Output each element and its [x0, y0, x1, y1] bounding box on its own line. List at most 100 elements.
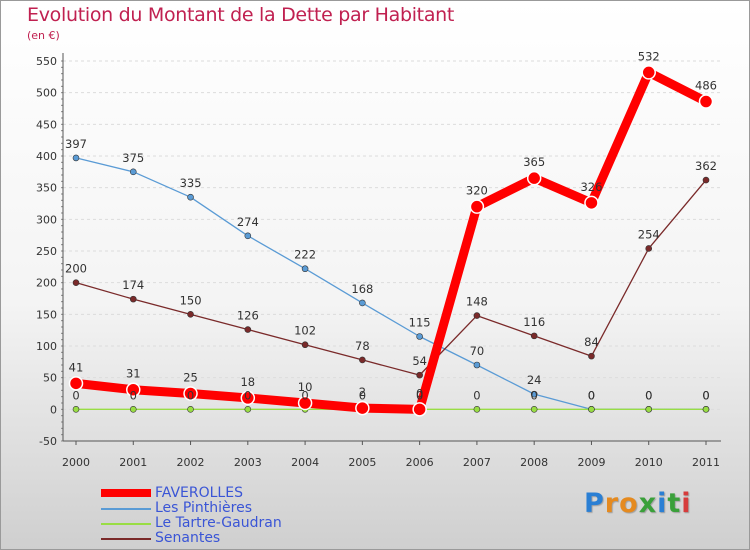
data-label-les-pinthieres: 335: [180, 176, 202, 190]
data-label-les-pinthieres: 375: [122, 151, 144, 165]
data-point-les-pinthieres: [72, 154, 80, 162]
legend-swatch-le-tartre-gaudran: [101, 523, 151, 525]
data-label-senantes: 84: [584, 335, 599, 349]
data-point-faverolles: [68, 376, 84, 391]
proxiti-logo: Proxiti: [584, 488, 692, 519]
data-point-le-tartre-gaudran: [72, 406, 80, 413]
data-label-le-tartre-gaudran: 0: [473, 388, 480, 402]
logo-letter: i: [681, 488, 692, 519]
data-label-les-pinthieres: 24: [527, 373, 542, 387]
data-point-le-tartre-gaudran: [530, 406, 538, 413]
legend-item-senantes: Senantes: [101, 531, 321, 546]
data-point-senantes: [530, 332, 538, 340]
series-line-senantes: [75, 179, 707, 376]
data-point-faverolles: [584, 195, 599, 211]
data-point-senantes: [702, 176, 710, 184]
y-tick-label: 200: [36, 277, 57, 290]
y-tick-label: 100: [36, 340, 57, 353]
data-label-le-tartre-gaudran: 0: [301, 388, 308, 402]
data-label-les-pinthieres: 115: [409, 316, 431, 330]
x-tick-label: 2003: [234, 456, 262, 469]
data-point-senantes: [588, 352, 595, 360]
gridlines: [63, 60, 721, 442]
logo-letter: t: [667, 488, 682, 519]
data-point-le-tartre-gaudran: [473, 406, 481, 413]
legend-swatch-senantes: [101, 538, 151, 540]
data-point-le-tartre-gaudran: [244, 406, 252, 413]
data-label-faverolles: 31: [126, 367, 141, 381]
data-label-le-tartre-gaudran: 0: [531, 388, 538, 402]
data-point-faverolles: [412, 402, 427, 417]
data-point-les-pinthieres: [129, 168, 137, 176]
data-point-le-tartre-gaudran: [588, 406, 595, 413]
legend-label-les-pinthieres: Les Pinthières: [155, 500, 253, 516]
logo-letter: r: [604, 488, 620, 519]
x-tick-label: 2005: [348, 456, 376, 469]
series-line-les-pinthieres: [75, 157, 707, 410]
data-label-faverolles: 0: [416, 386, 423, 400]
legend: FAVEROLLES Les Pinthières Le Tartre-Gaud…: [101, 486, 321, 546]
data-point-senantes: [129, 295, 137, 303]
legend-item-le-tartre-gaudran: Le Tartre-Gaudran: [101, 516, 321, 531]
data-point-senantes: [645, 245, 653, 252]
data-label-faverolles: 532: [638, 49, 660, 63]
data-label-le-tartre-gaudran: 0: [244, 388, 251, 402]
data-label-le-tartre-gaudran: 0: [416, 388, 423, 402]
x-tick-label: 2000: [62, 456, 90, 469]
data-point-les-pinthieres: [301, 265, 309, 273]
data-label-le-tartre-gaudran: 0: [187, 388, 194, 402]
data-label-senantes: 174: [122, 278, 144, 292]
legend-label-le-tartre-gaudran: Le Tartre-Gaudran: [155, 515, 282, 531]
data-label-senantes: 254: [638, 227, 660, 241]
y-tick-label: 550: [36, 55, 57, 68]
logo-letter: P: [584, 488, 605, 519]
data-point-faverolles: [355, 400, 370, 416]
y-tick-label: 450: [36, 118, 57, 131]
legend-swatch-faverolles: [101, 489, 151, 497]
data-label-les-pinthieres: 0: [645, 388, 652, 402]
data-label-les-pinthieres: 0: [702, 388, 709, 402]
x-tick-label: 2009: [577, 456, 605, 469]
y-tick-label: 400: [36, 150, 57, 163]
data-point-le-tartre-gaudran: [187, 406, 194, 413]
series-markers: [68, 65, 714, 417]
data-label-le-tartre-gaudran: 0: [130, 388, 137, 402]
data-label-senantes: 116: [523, 315, 545, 329]
data-point-senantes: [473, 312, 481, 319]
data-point-les-pinthieres: [359, 299, 366, 307]
data-point-senantes: [416, 371, 423, 379]
data-point-faverolles: [183, 386, 198, 401]
legend-item-les-pinthieres: Les Pinthières: [101, 501, 321, 516]
data-label-faverolles: 25: [183, 371, 198, 385]
data-point-faverolles: [526, 170, 542, 186]
data-label-les-pinthieres: 222: [294, 248, 316, 262]
x-tick-label: 2007: [463, 456, 491, 469]
logo-letter: i: [657, 488, 668, 519]
data-label-senantes: 102: [294, 324, 316, 338]
data-label-le-tartre-gaudran: 0: [359, 388, 366, 402]
data-label-senantes: 150: [180, 293, 202, 307]
data-point-senantes: [72, 279, 80, 286]
series-lines: [71, 67, 711, 414]
data-point-les-pinthieres: [530, 390, 538, 398]
data-point-faverolles: [641, 65, 656, 80]
data-point-senantes: [301, 341, 309, 349]
axes: -500501001502002503003504004505005502000…: [36, 53, 721, 469]
data-point-les-pinthieres: [187, 193, 194, 201]
data-point-senantes: [359, 356, 366, 364]
data-point-faverolles: [698, 94, 714, 109]
data-label-senantes: 200: [65, 262, 87, 276]
x-tick-label: 2006: [406, 456, 434, 469]
data-label-faverolles: 320: [466, 184, 488, 198]
logo-letter: x: [638, 488, 658, 519]
chart-subtitle: (en €): [27, 29, 60, 42]
logo-letter: o: [619, 488, 639, 519]
data-label-les-pinthieres: 168: [351, 282, 373, 296]
y-tick-label: 50: [43, 372, 57, 385]
chart-title: Evolution du Montant de la Dette par Hab…: [27, 4, 455, 26]
x-tick-label: 2001: [119, 456, 147, 469]
data-label-les-pinthieres: 274: [237, 215, 259, 229]
data-point-les-pinthieres: [473, 361, 481, 369]
y-tick-label: -50: [39, 435, 57, 448]
